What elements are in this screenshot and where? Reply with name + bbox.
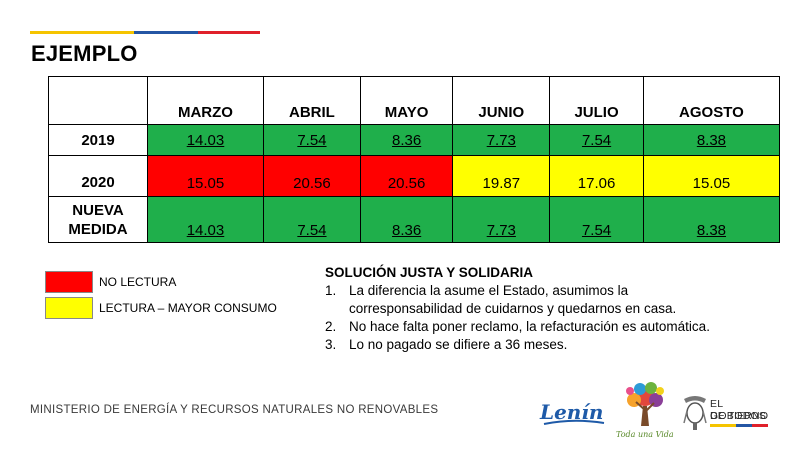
gobierno-flag-stripe <box>710 424 768 427</box>
row-label: NUEVA MEDIDA <box>48 196 148 243</box>
row-label: 2019 <box>48 124 148 156</box>
value-cell: 14.03 <box>147 124 264 156</box>
value-cell: 19.87 <box>452 155 551 197</box>
table-row-nueva-medida: NUEVA MEDIDA 14.03 7.54 8.36 7.73 7.54 8.… <box>48 196 781 243</box>
list-item: 2. No hace falta poner reclamo, la refac… <box>325 319 710 334</box>
consumption-table: MARZO ABRIL MAYO JUNIO JULIO AGOSTO 2019… <box>48 76 781 243</box>
table-row-2019: 2019 14.03 7.54 8.36 7.73 7.54 8.38 <box>48 124 781 156</box>
legend-item-no-lectura: NO LECTURA <box>45 271 305 293</box>
row-label: 2020 <box>48 155 148 197</box>
ministry-footer: MINISTERIO DE ENERGÍA Y RECURSOS NATURAL… <box>30 404 439 416</box>
legend-swatch-red <box>45 271 93 293</box>
flag-yellow-stripe <box>30 31 134 34</box>
solution-heading: SOLUCIÓN JUSTA Y SOLIDARIA <box>325 265 534 280</box>
month-header: MARZO <box>147 76 264 125</box>
value-cell: 8.38 <box>642 196 781 243</box>
value-cell: 7.73 <box>452 124 551 156</box>
slide-title: EJEMPLO <box>31 41 138 66</box>
month-header: JULIO <box>549 76 644 125</box>
tree-icon <box>626 382 664 426</box>
legend-label: NO LECTURA <box>99 275 177 289</box>
flag-red-stripe <box>198 31 260 34</box>
legend-item-mayor-consumo: LECTURA – MAYOR CONSUMO <box>45 297 305 319</box>
value-cell: 7.54 <box>262 124 361 156</box>
value-cell: 15.05 <box>147 155 264 197</box>
coat-of-arms-icon <box>683 396 707 430</box>
legend-swatch-yellow <box>45 297 93 319</box>
value-cell: 20.56 <box>359 155 454 197</box>
table-row-2020: 2020 15.05 20.56 20.56 19.87 17.06 15.05 <box>48 155 781 197</box>
table-corner-cell <box>48 76 148 125</box>
flag-color-bar <box>30 31 260 34</box>
value-cell: 20.56 <box>262 155 361 197</box>
tree-logo-caption: Toda una Vida <box>616 430 674 439</box>
value-cell: 8.36 <box>359 196 454 243</box>
table-header-row: MARZO ABRIL MAYO JUNIO JULIO AGOSTO <box>48 76 781 125</box>
gobierno-de-todos-logo: EL GOBIERNO DE TODOS <box>682 391 782 435</box>
solution-block: SOLUCIÓN JUSTA Y SOLIDARIA 1. La diferen… <box>325 264 785 354</box>
month-header: MAYO <box>359 76 454 125</box>
month-header: AGOSTO <box>642 76 781 125</box>
value-cell: 8.38 <box>642 124 781 156</box>
month-header: JUNIO <box>452 76 551 125</box>
list-item: 3. Lo no pagado se difiere a 36 meses. <box>325 337 568 352</box>
gobierno-line1: EL GOBIERNO <box>710 398 769 422</box>
value-cell: 7.73 <box>452 196 551 243</box>
toda-una-vida-logo: Toda una Vida <box>616 380 674 446</box>
flag-blue-stripe <box>134 31 198 34</box>
value-cell: 7.54 <box>549 124 644 156</box>
value-cell: 7.54 <box>549 196 644 243</box>
value-cell: 8.36 <box>359 124 454 156</box>
legend-label: LECTURA – MAYOR CONSUMO <box>99 301 277 315</box>
solution-list: 1. La diferencia la asume el Estado, asu… <box>325 282 785 354</box>
list-item: 1. La diferencia la asume el Estado, asu… <box>325 283 677 316</box>
lenin-logo: Lenín <box>538 398 608 433</box>
month-header: ABRIL <box>262 76 361 125</box>
value-cell: 14.03 <box>147 196 264 243</box>
value-cell: 17.06 <box>549 155 644 197</box>
gobierno-line2: DE TODOS <box>710 410 767 422</box>
value-cell: 7.54 <box>262 196 361 243</box>
value-cell: 15.05 <box>642 155 781 197</box>
